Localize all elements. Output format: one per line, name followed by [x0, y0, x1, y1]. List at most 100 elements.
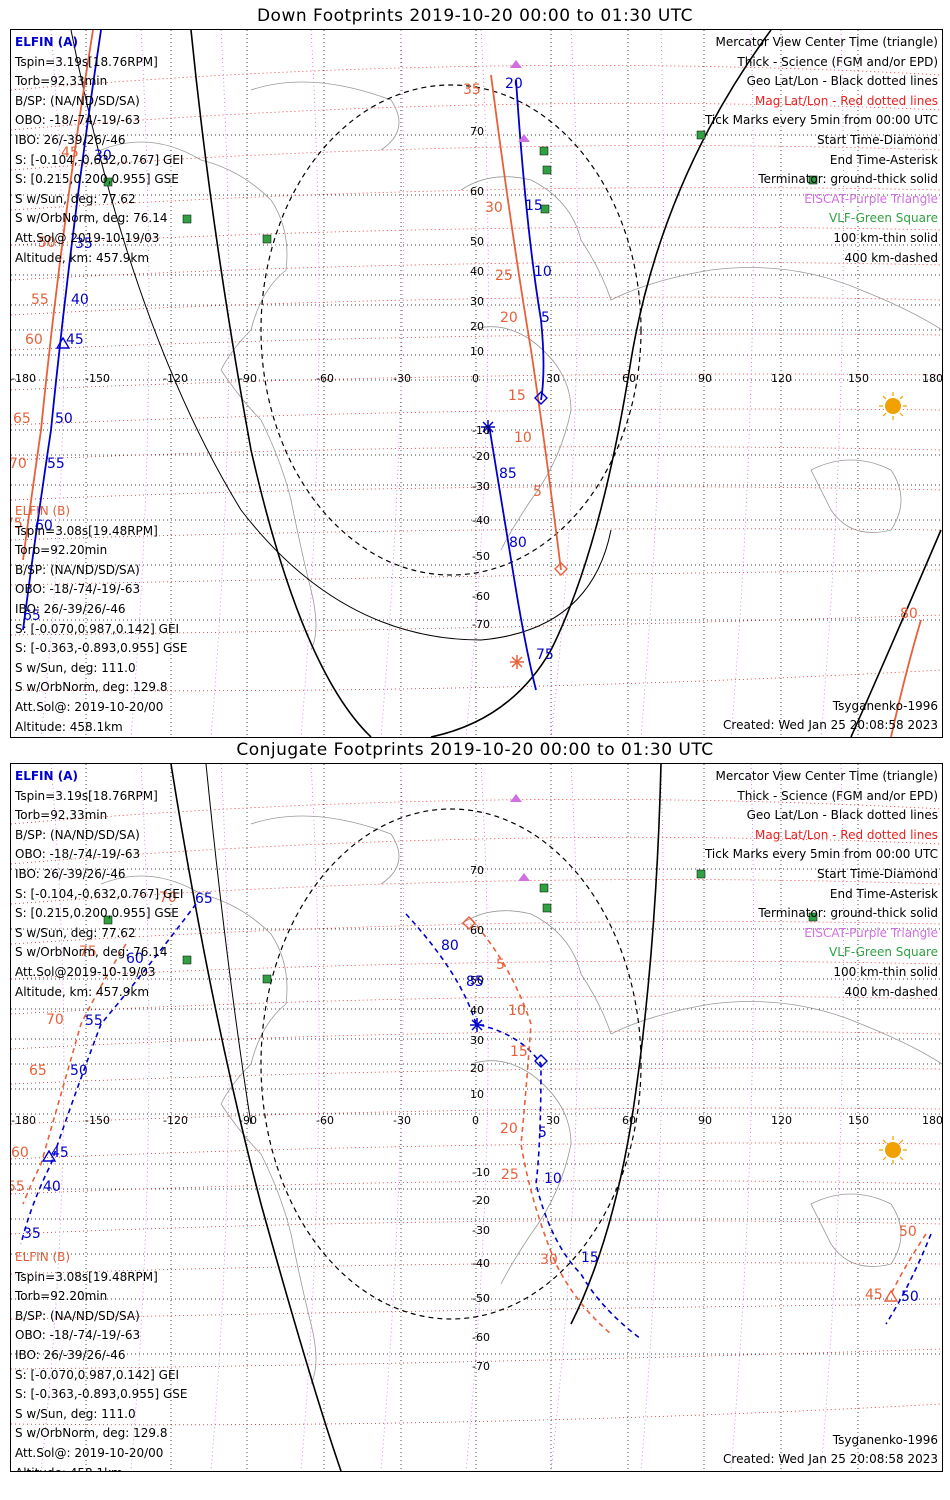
- legend-line: Mercator View Center Time (triangle): [715, 35, 938, 49]
- footprint-400km-dashed: [260, 84, 642, 576]
- vlf-marker: [262, 234, 272, 244]
- lat-label: 70: [470, 864, 484, 877]
- vlf-marker: [182, 955, 192, 965]
- track-label: 5: [496, 957, 505, 973]
- legend-line: Thick - Science (FGM and/or EPD): [737, 54, 938, 69]
- info-line: B/SP: (NA/ND/SD/SA): [15, 1308, 140, 1323]
- start-diamond-b: [462, 916, 476, 930]
- track-label: 50: [899, 1224, 917, 1240]
- lat-label: 30: [470, 295, 484, 308]
- elfin-b-info: ELFIN (B) Tspin=3.08s[19.48RPM] Torb=92.…: [15, 502, 188, 737]
- track-label: 45: [865, 1287, 883, 1303]
- info-line: IBO: 26/-39/26/-46: [15, 866, 126, 881]
- track-label: 85: [466, 974, 484, 990]
- terminator-100km: [70, 30, 612, 641]
- legend-line: Geo Lat/Lon - Black dotted lines: [746, 74, 938, 89]
- info-line: Tspin=3.08s[19.48RPM]: [15, 523, 158, 538]
- track-label: 50: [70, 1063, 88, 1079]
- track-label: 65: [195, 891, 213, 907]
- legend-line: VLF-Green Square: [829, 211, 938, 226]
- lon-label: 180: [922, 372, 942, 385]
- track-label: 5: [541, 310, 550, 326]
- lon-label: -150: [85, 1114, 110, 1127]
- lat-label: -60: [472, 1331, 490, 1344]
- mag-lon-grid: [40, 764, 844, 1471]
- legend-line: Start Time-Diamond: [816, 132, 938, 147]
- track-label: 10: [508, 1003, 526, 1019]
- vlf-marker: [539, 146, 549, 156]
- info-line: S w/Sun, deg: 77.62: [15, 191, 136, 206]
- lon-label: -120: [163, 372, 188, 385]
- legend-line: Thick - Science (FGM and/or EPD): [737, 788, 938, 803]
- info-line: OBO: -18/-74/-19/-63: [15, 1328, 141, 1343]
- info-line: Tspin=3.19s[18.76RPM]: [15, 54, 158, 69]
- track-label: 70: [159, 890, 177, 906]
- track-label: 60: [126, 951, 144, 967]
- track-label: 10: [544, 1171, 562, 1187]
- end-asterisk-a: [470, 1018, 484, 1032]
- lon-label: -180: [11, 372, 36, 385]
- terminator: [190, 30, 942, 737]
- info-line: Tspin=3.08s[19.48RPM]: [15, 1269, 158, 1284]
- legend-line: Terminator: ground-thick solid: [758, 906, 938, 921]
- track-label: 50: [55, 411, 73, 427]
- vlf-marker: [262, 974, 272, 984]
- lat-label: 20: [470, 320, 484, 333]
- lat-label: -30: [472, 1224, 490, 1237]
- lon-label: -30: [393, 1114, 411, 1127]
- info-line: S: [-0.104,-0.632,0.767] GEI: [15, 886, 184, 901]
- info-line: Altitude, km: 457.9km: [15, 250, 150, 265]
- vlf-marker: [808, 175, 818, 185]
- info-line: S: [-0.363,-0.893,0.955] GSE: [15, 1387, 188, 1402]
- info-line: Altitude: 458.1km: [15, 1464, 188, 1471]
- elfin-a-name: ELFIN (A): [15, 35, 78, 49]
- vlf-marker: [696, 130, 706, 140]
- track-label: 60: [11, 1145, 29, 1161]
- info-line: S: [-0.070,0.987,0.142] GEI: [15, 621, 180, 636]
- info-line: OBO: -18/-74/-19/-63: [15, 847, 141, 862]
- info-line: S w/OrbNorm, deg: 129.8: [15, 1426, 168, 1441]
- track-label: 15: [525, 198, 543, 214]
- lat-label: -20: [472, 450, 490, 463]
- vlf-marker: [540, 204, 550, 214]
- track-a-labels: 20 15 10 5 85 80 75 30 35 40 45 50 55 60…: [23, 76, 554, 663]
- track-label: 50: [38, 235, 56, 251]
- info-line: OBO: -18/-74/-19/-63: [15, 113, 141, 128]
- info-line: B/SP: (NA/ND/SD/SA): [15, 827, 140, 842]
- lat-label: 40: [470, 265, 484, 278]
- track-label: 30: [94, 148, 112, 164]
- track-label: 75: [79, 944, 97, 960]
- sun-icon: [879, 392, 907, 420]
- lat-label: -10: [472, 1166, 490, 1179]
- lat-label: -40: [472, 1257, 490, 1270]
- info-line: S: [0.215,0.200,0.955] GSE: [15, 906, 179, 921]
- legend: Mercator View Center Time (triangle) Thi…: [705, 767, 938, 1002]
- vlf-marker: [182, 214, 192, 224]
- track-label: 80: [441, 938, 459, 954]
- lat-label: 30: [470, 1034, 484, 1047]
- footer-right: Tsyganenko-1996 Created: Wed Jan 25 20:0…: [723, 697, 938, 736]
- eiscat-marker: [510, 794, 522, 802]
- lon-label: -120: [163, 1114, 188, 1127]
- footprint-400km-dashed: [260, 808, 642, 1320]
- lat-label: 70: [470, 125, 484, 138]
- track-label: 15: [508, 388, 526, 404]
- track-label: 15: [510, 1044, 528, 1060]
- vlf-marker: [696, 869, 706, 879]
- legend-line: 400 km-dashed: [844, 984, 938, 999]
- mag-lon-grid: [40, 30, 844, 737]
- terminator: [170, 764, 662, 1471]
- eiscat-marker: [518, 134, 530, 142]
- lon-axis-labels: -180 -150 -120 -90 -60 -30 0 30 60 90 12…: [11, 372, 942, 385]
- track-label: 70: [11, 456, 27, 472]
- elfin-a-info: ELFIN (A) Tspin=3.19s[18.76RPM] Torb=92.…: [15, 767, 183, 1002]
- vlf-marker: [542, 165, 552, 175]
- info-line: S w/OrbNorm, deg: 76.14: [15, 211, 168, 226]
- mag-grid: [11, 64, 942, 692]
- track-label: 20: [505, 76, 523, 92]
- legend-line: Mercator View Center Time (triangle): [715, 769, 938, 783]
- info-line: Altitude: 458.1km: [15, 719, 123, 734]
- track-label: 45: [66, 332, 84, 348]
- lon-label: -180: [11, 1114, 36, 1127]
- legend-line: EISCAT-Purple Triangle: [804, 191, 938, 206]
